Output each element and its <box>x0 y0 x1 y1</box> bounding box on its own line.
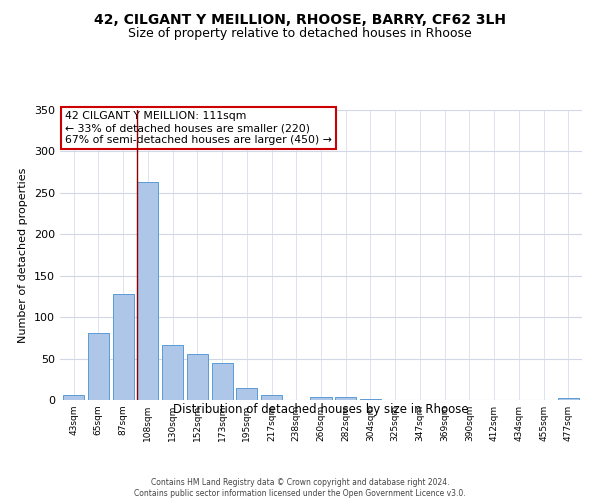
Y-axis label: Number of detached properties: Number of detached properties <box>19 168 28 342</box>
Bar <box>261 395 282 400</box>
Bar <box>187 354 208 400</box>
Bar <box>212 362 233 400</box>
Bar <box>162 346 183 400</box>
Bar <box>88 333 109 400</box>
Bar <box>137 182 158 400</box>
Bar <box>558 398 579 400</box>
Bar <box>63 395 84 400</box>
Text: Size of property relative to detached houses in Rhoose: Size of property relative to detached ho… <box>128 28 472 40</box>
Bar <box>310 396 332 400</box>
Text: Contains HM Land Registry data © Crown copyright and database right 2024.
Contai: Contains HM Land Registry data © Crown c… <box>134 478 466 498</box>
Bar <box>236 388 257 400</box>
Text: 42 CILGANT Y MEILLION: 111sqm
← 33% of detached houses are smaller (220)
67% of : 42 CILGANT Y MEILLION: 111sqm ← 33% of d… <box>65 112 332 144</box>
Bar <box>360 399 381 400</box>
Bar <box>113 294 134 400</box>
Text: 42, CILGANT Y MEILLION, RHOOSE, BARRY, CF62 3LH: 42, CILGANT Y MEILLION, RHOOSE, BARRY, C… <box>94 12 506 26</box>
Text: Distribution of detached houses by size in Rhoose: Distribution of detached houses by size … <box>173 402 469 415</box>
Bar <box>335 396 356 400</box>
